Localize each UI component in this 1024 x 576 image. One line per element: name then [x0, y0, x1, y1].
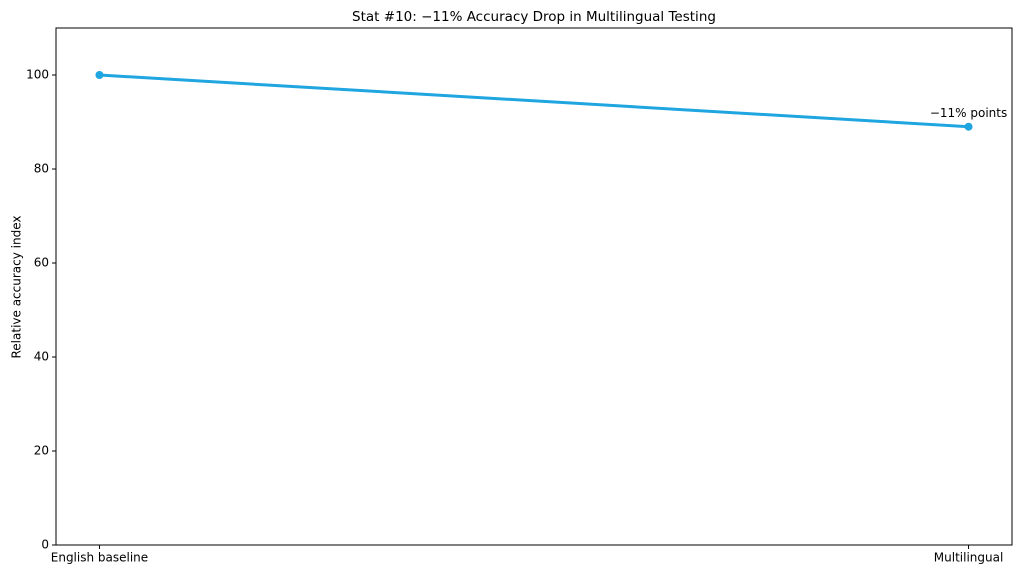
y-tick-label: 80	[34, 162, 49, 176]
chart-title: Stat #10: −11% Accuracy Drop in Multilin…	[352, 9, 716, 25]
line	[99, 73, 969, 129]
x-tick-label: English baseline	[51, 551, 148, 565]
marker	[95, 71, 104, 79]
y-tick-label: 0	[41, 538, 49, 552]
y-axis-label: Relative accuracy index	[10, 216, 24, 359]
x-tick-label: Multilingual	[934, 551, 1004, 565]
y-tick-label: 100	[26, 68, 49, 82]
y-tick-label: 40	[34, 350, 49, 364]
plot-frame	[55, 27, 1013, 546]
y-tick-label: 60	[34, 256, 49, 270]
y-tick-label: 20	[34, 444, 49, 458]
marker	[964, 122, 973, 131]
annotation: −11% points	[930, 106, 1007, 120]
